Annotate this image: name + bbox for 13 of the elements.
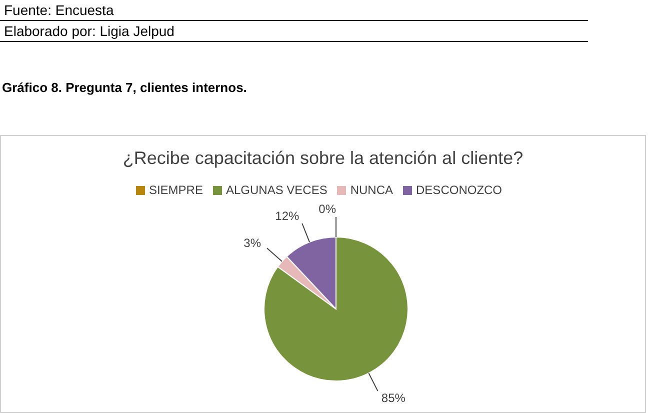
legend-label: ALGUNAS VECES <box>226 183 328 197</box>
text: Gráfico 8. Pregunta 7, clientes internos. <box>2 80 248 95</box>
data-label: 85% <box>381 391 406 406</box>
source-note: Fuente: Encuesta <box>0 0 588 21</box>
text: 0% <box>318 202 336 216</box>
legend-label: SIEMPRE <box>148 183 203 197</box>
data-label: 3% <box>244 236 262 250</box>
text: Elaborado por: Ligia Jelpud <box>0 21 588 42</box>
pie-slice <box>264 236 408 382</box>
data-label: 12% <box>275 209 300 224</box>
legend-label: NUNCA <box>350 183 394 197</box>
legend-label: DESCONOZCO <box>416 183 502 197</box>
chart-title: ¿Recibe capacitación sobre la atención al cliente? <box>122 148 524 170</box>
